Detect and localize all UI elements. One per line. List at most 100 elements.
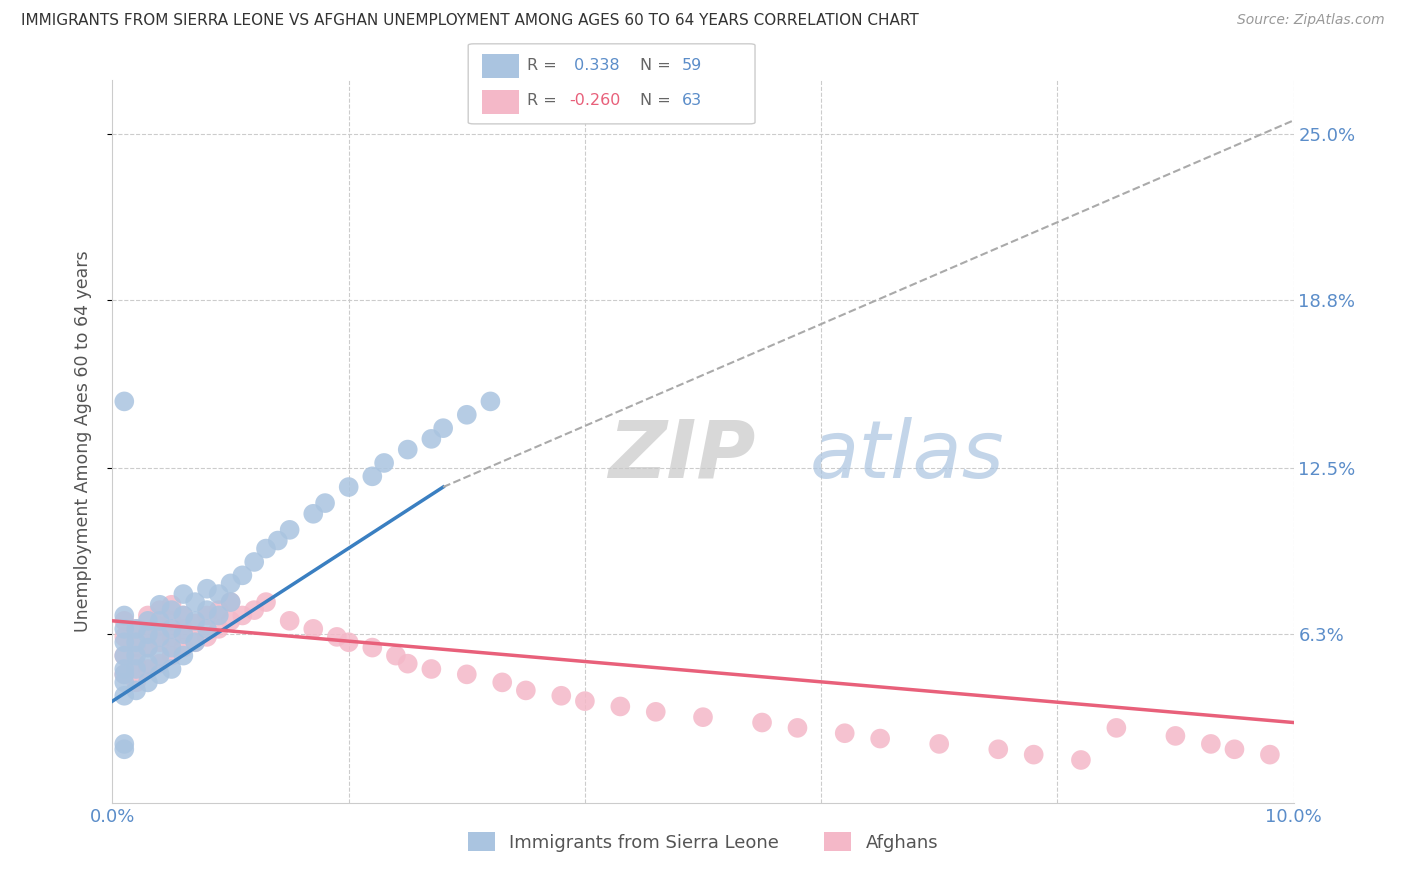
Point (254, 541, 277, 556)
Point (160, 622, 183, 636)
Point (987, 742, 1010, 756)
Point (834, 726, 856, 740)
Point (373, 456, 395, 470)
Point (112, 608, 135, 623)
Point (112, 635, 135, 649)
Point (112, 667, 135, 681)
Point (125, 657, 148, 671)
Text: R =: R = (527, 94, 562, 108)
Point (125, 635, 148, 649)
Point (136, 675, 159, 690)
Point (125, 640, 148, 655)
Point (149, 598, 172, 612)
Point (112, 614, 135, 628)
Point (112, 675, 135, 690)
Point (195, 622, 218, 636)
Point (219, 614, 242, 628)
Point (385, 648, 408, 663)
Point (125, 622, 148, 636)
Point (149, 630, 172, 644)
Point (112, 662, 135, 676)
Point (172, 608, 194, 623)
Point (786, 721, 808, 735)
Y-axis label: Unemployment Among Ages 60 to 64 years: Unemployment Among Ages 60 to 64 years (73, 251, 91, 632)
Point (208, 622, 231, 636)
Point (1105, 721, 1128, 735)
Point (1199, 737, 1222, 751)
Text: atlas: atlas (810, 417, 1004, 495)
Point (278, 614, 301, 628)
Point (302, 622, 325, 636)
Point (112, 630, 135, 644)
Point (149, 657, 172, 671)
Point (160, 614, 183, 628)
Text: 59: 59 (682, 58, 702, 73)
Point (160, 603, 183, 617)
Point (149, 603, 172, 617)
Point (125, 622, 148, 636)
Point (314, 496, 336, 510)
Point (112, 648, 135, 663)
Point (195, 630, 218, 644)
Point (420, 432, 443, 446)
Point (231, 568, 253, 582)
Point (361, 469, 384, 483)
Point (184, 616, 207, 631)
Point (550, 689, 572, 703)
Text: ZIP: ZIP (609, 417, 756, 495)
Point (337, 480, 360, 494)
Point (1022, 747, 1045, 762)
Point (172, 627, 194, 641)
Point (219, 595, 242, 609)
Point (160, 598, 183, 612)
Point (184, 614, 207, 628)
Point (195, 582, 218, 596)
Point (302, 507, 325, 521)
Point (396, 657, 419, 671)
Point (456, 667, 478, 681)
Point (243, 555, 266, 569)
Point (1258, 747, 1281, 762)
Point (125, 675, 148, 690)
Point (136, 640, 159, 655)
Point (160, 662, 183, 676)
Point (928, 737, 950, 751)
Point (184, 595, 207, 609)
Point (112, 737, 135, 751)
Point (136, 614, 159, 628)
Point (184, 635, 207, 649)
Text: 0.338: 0.338 (569, 58, 620, 73)
Point (751, 715, 773, 730)
Text: 63: 63 (682, 94, 702, 108)
FancyBboxPatch shape (468, 44, 755, 124)
Point (149, 614, 172, 628)
Point (479, 394, 502, 409)
Point (219, 595, 242, 609)
Point (432, 421, 454, 435)
Point (149, 648, 172, 663)
Point (208, 603, 231, 617)
FancyBboxPatch shape (482, 54, 519, 78)
Point (112, 742, 135, 756)
Point (172, 622, 194, 636)
Point (1223, 742, 1246, 756)
Point (644, 705, 666, 719)
Point (136, 657, 159, 671)
Point (456, 408, 478, 422)
Point (1070, 753, 1092, 767)
Point (136, 627, 159, 641)
Text: IMMIGRANTS FROM SIERRA LEONE VS AFGHAN UNEMPLOYMENT AMONG AGES 60 TO 64 YEARS CO: IMMIGRANTS FROM SIERRA LEONE VS AFGHAN U… (21, 13, 920, 29)
Point (125, 662, 148, 676)
Point (149, 667, 172, 681)
Text: N =: N = (640, 58, 676, 73)
Point (149, 635, 172, 649)
Point (219, 576, 242, 591)
Point (254, 595, 277, 609)
Point (1164, 729, 1187, 743)
Point (136, 624, 159, 639)
Point (112, 622, 135, 636)
Point (574, 694, 596, 708)
Point (149, 619, 172, 633)
Point (172, 648, 194, 663)
Point (231, 608, 253, 623)
